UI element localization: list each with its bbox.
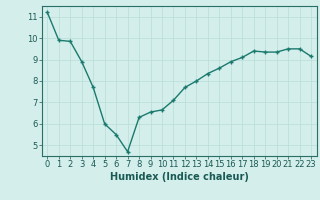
X-axis label: Humidex (Indice chaleur): Humidex (Indice chaleur) xyxy=(110,172,249,182)
